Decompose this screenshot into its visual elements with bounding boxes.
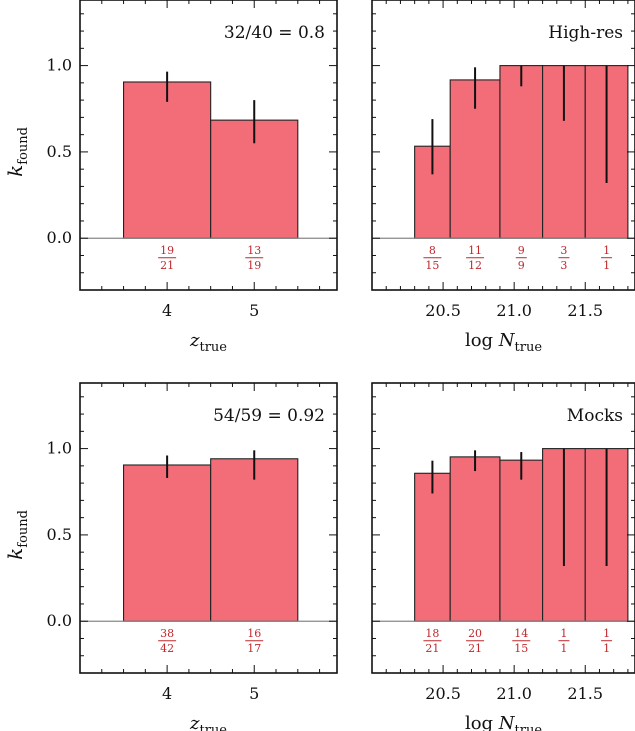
fraction-numerator: 8 — [429, 244, 436, 257]
panel-bottom-left: 38 42 16 17 0.0 0.5 1.0 4 5 ztrue kfound 54/59 = 0.… — [3, 382, 338, 731]
plot-frame — [79, 382, 338, 674]
panel-top-left: 19 21 13 19 0.0 0.5 1.0 4 5 ztrue kfound 32/40 = 0.… — [3, 0, 338, 355]
fraction-denominator: 17 — [247, 642, 261, 655]
y-tick-label: 1.0 — [47, 439, 72, 458]
fraction-denominator: 42 — [160, 642, 174, 655]
bar — [123, 464, 212, 622]
panel-bottom-right: 18 21 20 21 14 15 1 1 1 1 20.5 21.0 21.5 log Ntrue Moc… — [371, 382, 635, 731]
panel-annotation: Mocks — [567, 406, 623, 426]
fraction-numerator: 20 — [468, 627, 482, 640]
fraction-denominator: 21 — [468, 642, 482, 655]
y-tick-label: 0.5 — [47, 142, 72, 161]
fraction-numerator: 1 — [603, 244, 610, 257]
panel-annotation: High-res — [548, 23, 623, 43]
y-tick-label: 0.5 — [47, 525, 72, 544]
x-tick-label: 20.5 — [425, 684, 461, 703]
fraction-denominator: 1 — [603, 259, 610, 272]
panel-annotation: 32/40 = 0.8 — [224, 23, 325, 43]
y-axis-label: kfound — [3, 127, 31, 177]
x-axis-label: ztrue — [189, 330, 227, 355]
y-tick-label: 0.0 — [47, 228, 72, 247]
fraction-denominator: 9 — [518, 259, 525, 272]
x-tick-label: 21.0 — [496, 301, 532, 320]
x-tick-label: 4 — [162, 301, 172, 320]
x-tick-label: 4 — [162, 684, 172, 703]
fraction-denominator: 1 — [603, 642, 610, 655]
fraction-denominator: 21 — [425, 642, 439, 655]
fraction-denominator: 12 — [468, 259, 482, 272]
fraction-numerator: 19 — [160, 244, 174, 257]
x-tick-label: 20.5 — [425, 301, 461, 320]
x-tick-label: 5 — [249, 301, 259, 320]
fraction-numerator: 14 — [514, 627, 528, 640]
bar — [210, 458, 299, 622]
fraction-denominator: 1 — [560, 642, 567, 655]
fraction-denominator: 15 — [514, 642, 528, 655]
bar — [449, 456, 501, 622]
y-tick-label: 1.0 — [47, 56, 72, 75]
x-axis-label: log Ntrue — [465, 330, 542, 355]
fraction-numerator: 16 — [247, 627, 261, 640]
fraction-numerator: 1 — [560, 627, 567, 640]
plot-frame — [371, 0, 635, 291]
bar — [414, 472, 451, 622]
panel-annotation: 54/59 = 0.92 — [213, 406, 325, 426]
fraction-denominator: 3 — [560, 259, 567, 272]
fraction-numerator: 13 — [247, 244, 261, 257]
fraction-numerator: 18 — [425, 627, 439, 640]
plot-frame — [79, 0, 338, 291]
fraction-numerator: 9 — [518, 244, 525, 257]
x-tick-label: 5 — [249, 684, 259, 703]
x-tick-label: 21.5 — [567, 301, 603, 320]
y-tick-label: 0.0 — [47, 611, 72, 630]
fraction-denominator: 15 — [425, 259, 439, 272]
x-tick-label: 21.0 — [496, 684, 532, 703]
fraction-numerator: 3 — [560, 244, 567, 257]
bar — [499, 65, 544, 239]
fraction-denominator: 21 — [160, 259, 174, 272]
fraction-numerator: 38 — [160, 627, 174, 640]
fraction-denominator: 19 — [247, 259, 261, 272]
y-axis-label: kfound — [3, 510, 31, 560]
x-axis-label: ztrue — [189, 713, 227, 731]
fraction-numerator: 1 — [603, 627, 610, 640]
bar — [499, 459, 544, 622]
x-tick-label: 21.5 — [567, 684, 603, 703]
plot-frame — [371, 382, 635, 674]
fraction-numerator: 11 — [468, 244, 482, 257]
x-axis-label: log Ntrue — [465, 713, 542, 731]
bar — [123, 81, 212, 239]
